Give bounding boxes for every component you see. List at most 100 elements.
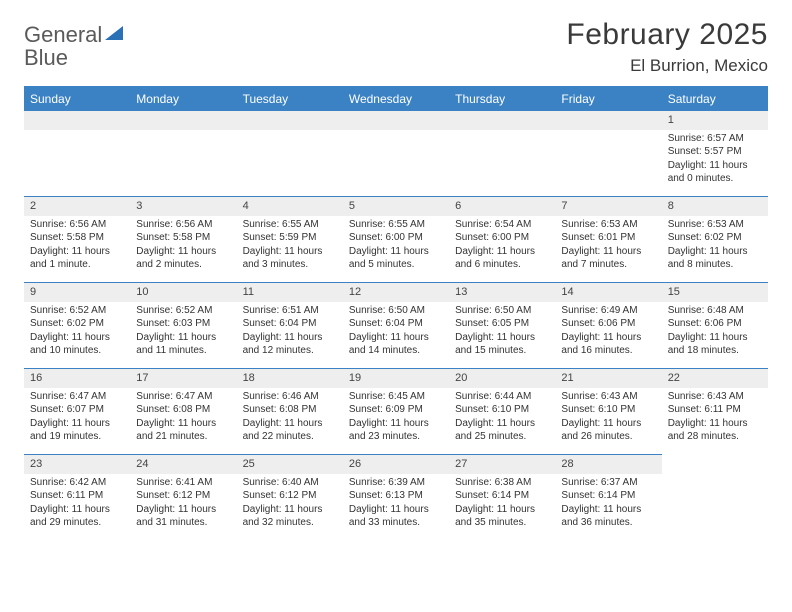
day-number: 18 bbox=[237, 369, 343, 388]
day-number: 9 bbox=[24, 283, 130, 302]
daylight-line1: Daylight: 11 hours bbox=[349, 503, 443, 517]
location: El Burrion, Mexico bbox=[566, 56, 768, 76]
day-number: 15 bbox=[662, 283, 768, 302]
daylight-line2: and 5 minutes. bbox=[349, 258, 443, 272]
empty-daynum-band bbox=[130, 111, 236, 130]
calendar-day-cell: 2Sunrise: 6:56 AMSunset: 5:58 PMDaylight… bbox=[24, 197, 130, 283]
sunrise-text: Sunrise: 6:48 AM bbox=[668, 304, 762, 318]
day-header-row: SundayMondayTuesdayWednesdayThursdayFrid… bbox=[24, 88, 768, 111]
calendar-day-cell: 20Sunrise: 6:44 AMSunset: 6:10 PMDayligh… bbox=[449, 369, 555, 455]
sunrise-text: Sunrise: 6:54 AM bbox=[455, 218, 549, 232]
calendar-day-cell: 3Sunrise: 6:56 AMSunset: 5:58 PMDaylight… bbox=[130, 197, 236, 283]
sunrise-text: Sunrise: 6:47 AM bbox=[30, 390, 124, 404]
day-number: 12 bbox=[343, 283, 449, 302]
calendar-day-cell: 6Sunrise: 6:54 AMSunset: 6:00 PMDaylight… bbox=[449, 197, 555, 283]
daylight-line1: Daylight: 11 hours bbox=[455, 503, 549, 517]
sunrise-text: Sunrise: 6:52 AM bbox=[30, 304, 124, 318]
calendar-day-cell: 17Sunrise: 6:47 AMSunset: 6:08 PMDayligh… bbox=[130, 369, 236, 455]
calendar-day-cell: 9Sunrise: 6:52 AMSunset: 6:02 PMDaylight… bbox=[24, 283, 130, 369]
day-body: Sunrise: 6:52 AMSunset: 6:02 PMDaylight:… bbox=[24, 302, 130, 362]
day-number: 23 bbox=[24, 455, 130, 474]
calendar-day-cell: 1Sunrise: 6:57 AMSunset: 5:57 PMDaylight… bbox=[662, 111, 768, 197]
sunset-text: Sunset: 6:11 PM bbox=[668, 403, 762, 417]
day-header: Wednesday bbox=[343, 88, 449, 111]
daylight-line2: and 25 minutes. bbox=[455, 430, 549, 444]
day-number: 19 bbox=[343, 369, 449, 388]
calendar-day-cell: 21Sunrise: 6:43 AMSunset: 6:10 PMDayligh… bbox=[555, 369, 661, 455]
daylight-line2: and 21 minutes. bbox=[136, 430, 230, 444]
daylight-line1: Daylight: 11 hours bbox=[243, 245, 337, 259]
daylight-line1: Daylight: 11 hours bbox=[243, 417, 337, 431]
daylight-line1: Daylight: 11 hours bbox=[455, 331, 549, 345]
sunset-text: Sunset: 6:08 PM bbox=[243, 403, 337, 417]
calendar-day-cell: 23Sunrise: 6:42 AMSunset: 6:11 PMDayligh… bbox=[24, 455, 130, 541]
sunset-text: Sunset: 6:04 PM bbox=[243, 317, 337, 331]
sunrise-text: Sunrise: 6:45 AM bbox=[349, 390, 443, 404]
sunrise-text: Sunrise: 6:41 AM bbox=[136, 476, 230, 490]
empty-daynum-band bbox=[343, 111, 449, 130]
day-header: Friday bbox=[555, 88, 661, 111]
day-number: 11 bbox=[237, 283, 343, 302]
daylight-line1: Daylight: 11 hours bbox=[561, 245, 655, 259]
empty-daynum-band bbox=[449, 111, 555, 130]
sunrise-text: Sunrise: 6:46 AM bbox=[243, 390, 337, 404]
daylight-line2: and 29 minutes. bbox=[30, 516, 124, 530]
logo: General Blue bbox=[24, 18, 125, 70]
daylight-line2: and 36 minutes. bbox=[561, 516, 655, 530]
calendar-day-cell bbox=[237, 111, 343, 197]
calendar-day-cell: 19Sunrise: 6:45 AMSunset: 6:09 PMDayligh… bbox=[343, 369, 449, 455]
daylight-line2: and 19 minutes. bbox=[30, 430, 124, 444]
daylight-line2: and 22 minutes. bbox=[243, 430, 337, 444]
calendar-day-cell bbox=[343, 111, 449, 197]
day-number: 8 bbox=[662, 197, 768, 216]
calendar-day-cell: 26Sunrise: 6:39 AMSunset: 6:13 PMDayligh… bbox=[343, 455, 449, 541]
day-header: Tuesday bbox=[237, 88, 343, 111]
sunset-text: Sunset: 6:08 PM bbox=[136, 403, 230, 417]
day-body: Sunrise: 6:45 AMSunset: 6:09 PMDaylight:… bbox=[343, 388, 449, 448]
daylight-line1: Daylight: 11 hours bbox=[243, 331, 337, 345]
day-body: Sunrise: 6:50 AMSunset: 6:05 PMDaylight:… bbox=[449, 302, 555, 362]
day-number: 17 bbox=[130, 369, 236, 388]
day-body: Sunrise: 6:48 AMSunset: 6:06 PMDaylight:… bbox=[662, 302, 768, 362]
sunrise-text: Sunrise: 6:53 AM bbox=[668, 218, 762, 232]
daylight-line2: and 23 minutes. bbox=[349, 430, 443, 444]
sunrise-text: Sunrise: 6:56 AM bbox=[136, 218, 230, 232]
header: General Blue February 2025 El Burrion, M… bbox=[24, 18, 768, 76]
calendar-day-cell: 25Sunrise: 6:40 AMSunset: 6:12 PMDayligh… bbox=[237, 455, 343, 541]
calendar-day-cell: 27Sunrise: 6:38 AMSunset: 6:14 PMDayligh… bbox=[449, 455, 555, 541]
day-number: 24 bbox=[130, 455, 236, 474]
calendar-day-cell: 16Sunrise: 6:47 AMSunset: 6:07 PMDayligh… bbox=[24, 369, 130, 455]
sunrise-text: Sunrise: 6:49 AM bbox=[561, 304, 655, 318]
sunset-text: Sunset: 5:59 PM bbox=[243, 231, 337, 245]
daylight-line1: Daylight: 11 hours bbox=[668, 417, 762, 431]
calendar-day-cell: 4Sunrise: 6:55 AMSunset: 5:59 PMDaylight… bbox=[237, 197, 343, 283]
daylight-line2: and 0 minutes. bbox=[668, 172, 762, 186]
day-number: 16 bbox=[24, 369, 130, 388]
day-body: Sunrise: 6:40 AMSunset: 6:12 PMDaylight:… bbox=[237, 474, 343, 534]
sunset-text: Sunset: 6:01 PM bbox=[561, 231, 655, 245]
day-header: Saturday bbox=[662, 88, 768, 111]
day-number: 20 bbox=[449, 369, 555, 388]
day-number: 4 bbox=[237, 197, 343, 216]
calendar-week: 23Sunrise: 6:42 AMSunset: 6:11 PMDayligh… bbox=[24, 455, 768, 541]
day-body: Sunrise: 6:53 AMSunset: 6:02 PMDaylight:… bbox=[662, 216, 768, 276]
daylight-line1: Daylight: 11 hours bbox=[349, 245, 443, 259]
calendar-day-cell bbox=[555, 111, 661, 197]
day-body: Sunrise: 6:42 AMSunset: 6:11 PMDaylight:… bbox=[24, 474, 130, 534]
day-body: Sunrise: 6:43 AMSunset: 6:11 PMDaylight:… bbox=[662, 388, 768, 448]
day-body: Sunrise: 6:50 AMSunset: 6:04 PMDaylight:… bbox=[343, 302, 449, 362]
sunrise-text: Sunrise: 6:42 AM bbox=[30, 476, 124, 490]
day-body: Sunrise: 6:51 AMSunset: 6:04 PMDaylight:… bbox=[237, 302, 343, 362]
daylight-line1: Daylight: 11 hours bbox=[455, 417, 549, 431]
daylight-line1: Daylight: 11 hours bbox=[243, 503, 337, 517]
sunset-text: Sunset: 6:06 PM bbox=[668, 317, 762, 331]
daylight-line2: and 18 minutes. bbox=[668, 344, 762, 358]
day-number: 22 bbox=[662, 369, 768, 388]
sunset-text: Sunset: 6:10 PM bbox=[455, 403, 549, 417]
daylight-line1: Daylight: 11 hours bbox=[561, 417, 655, 431]
sunset-text: Sunset: 6:02 PM bbox=[30, 317, 124, 331]
day-body: Sunrise: 6:37 AMSunset: 6:14 PMDaylight:… bbox=[555, 474, 661, 534]
daylight-line2: and 16 minutes. bbox=[561, 344, 655, 358]
day-number: 5 bbox=[343, 197, 449, 216]
day-body: Sunrise: 6:52 AMSunset: 6:03 PMDaylight:… bbox=[130, 302, 236, 362]
